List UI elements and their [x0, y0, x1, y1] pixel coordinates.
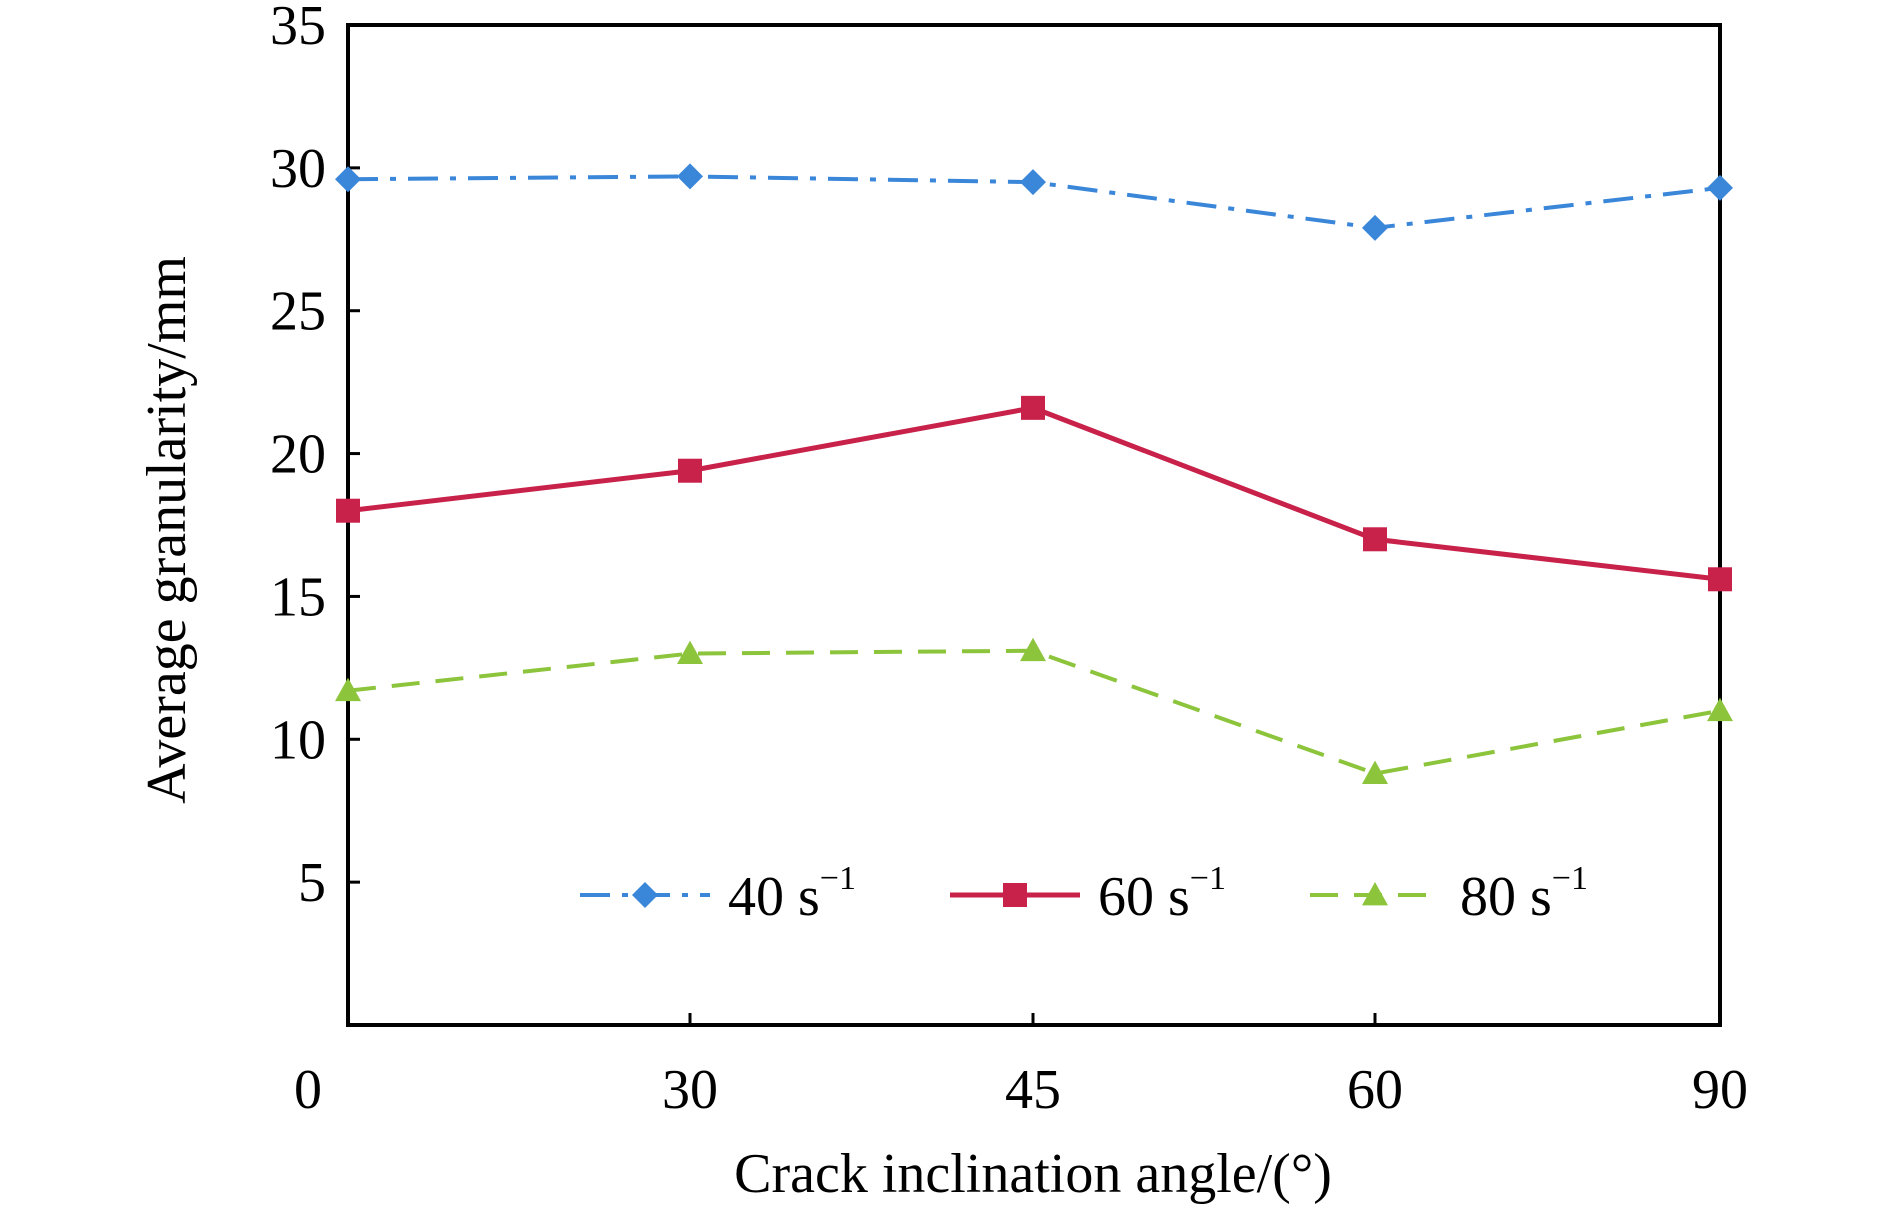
legend-triangle-marker	[1362, 882, 1388, 906]
legend-item-2: 60 s−1	[950, 860, 1226, 928]
triangle-marker	[1020, 637, 1046, 662]
diamond-marker	[1362, 214, 1388, 241]
x-tick-label: 60	[1347, 1059, 1403, 1121]
y-tick-label: 30	[270, 138, 326, 200]
series-layer	[335, 163, 1733, 784]
triangle-marker	[1362, 760, 1388, 784]
legend-item-1: 40 s−1	[580, 860, 856, 928]
legend-label: 60 s−1	[1098, 860, 1226, 928]
legend-item-3: 80 s−1	[1310, 860, 1588, 928]
triangle-marker	[1707, 697, 1733, 722]
diamond-marker	[677, 163, 703, 190]
square-marker	[678, 458, 702, 483]
square-marker	[1708, 567, 1732, 592]
legend-label: 40 s−1	[728, 860, 856, 928]
x-tick-label: 30	[662, 1059, 718, 1121]
square-marker	[1363, 527, 1387, 552]
x-tick-label: 0	[294, 1059, 322, 1121]
diamond-marker	[1020, 169, 1046, 196]
triangle-marker	[335, 677, 361, 702]
series-3	[335, 637, 1733, 784]
y-tick-label: 35	[270, 0, 326, 57]
square-marker	[1021, 395, 1045, 420]
y-tick-label: 10	[270, 709, 326, 771]
y-tick-label: 20	[270, 424, 326, 486]
square-marker	[336, 498, 360, 523]
legend-label: 80 s−1	[1460, 860, 1588, 928]
series-1	[335, 163, 1733, 241]
legend-diamond-marker	[632, 882, 658, 908]
x-tick-label: 45	[1005, 1059, 1061, 1121]
legend: 40 s−1 60 s−1 80 s−1	[580, 860, 1588, 928]
legend-square-marker	[1003, 883, 1027, 907]
series-2	[336, 395, 1732, 592]
series-line	[347, 405, 1721, 582]
axes: 5 10 15 20 25 30 35 0 30 45 60 90	[270, 0, 1748, 1121]
x-tick-label: 90	[1692, 1059, 1748, 1121]
x-axis-label: Crack inclination angle/(°)	[734, 1143, 1332, 1205]
diamond-marker	[1707, 174, 1733, 201]
y-tick-label: 25	[270, 281, 326, 343]
series-line	[347, 648, 1721, 776]
triangle-marker	[677, 640, 703, 664]
diamond-marker	[335, 166, 361, 193]
y-tick-label: 15	[270, 566, 326, 628]
y-tick-label: 5	[298, 852, 326, 914]
y-axis-label: Average granularity/mm	[136, 256, 198, 804]
